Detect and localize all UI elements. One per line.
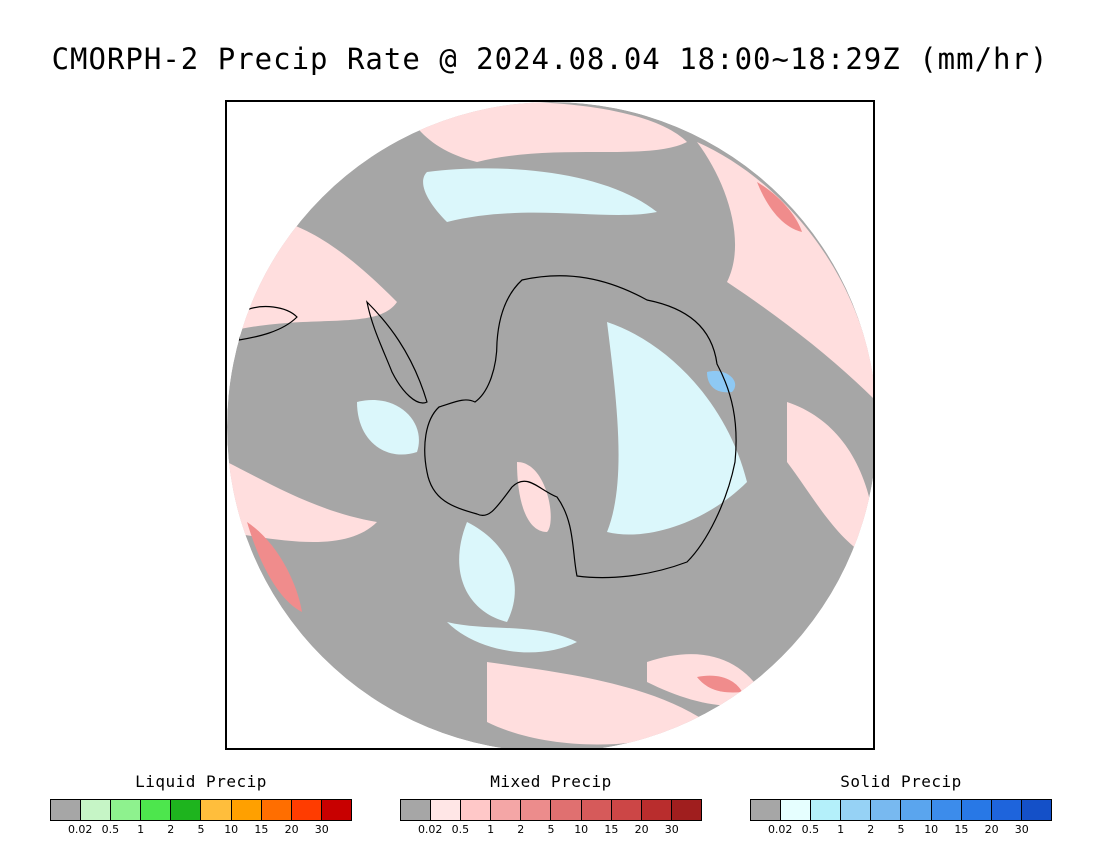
legend-tick-label: 0.02 xyxy=(767,823,793,836)
legend-tick-label: 2 xyxy=(517,823,525,836)
legend-title: Liquid Precip xyxy=(135,772,267,791)
legend-tick-label: 10 xyxy=(574,823,589,836)
legend-swatch xyxy=(811,800,842,820)
legend-tick-label: 0.02 xyxy=(417,823,443,836)
legend-swatch xyxy=(551,800,582,820)
legend-tick-label: 2 xyxy=(167,823,175,836)
legend-swatch xyxy=(201,800,232,820)
legend-tick-label: 1 xyxy=(487,823,495,836)
legend-tick-label: 30 xyxy=(1014,823,1029,836)
legend-swatch xyxy=(231,800,262,820)
legend-swatch xyxy=(261,800,292,820)
legend-swatch xyxy=(871,800,902,820)
south-america-tip-coastline xyxy=(238,305,298,341)
legend-tick-label: 30 xyxy=(664,823,679,836)
legend-swatch xyxy=(171,800,202,820)
legend-tick-label: 10 xyxy=(924,823,939,836)
legend-swatch xyxy=(51,800,82,820)
legend-swatch xyxy=(961,800,992,820)
legend-swatch xyxy=(461,800,492,820)
legend-tick-label: 0.5 xyxy=(101,823,120,836)
legend-title: Solid Precip xyxy=(840,772,962,791)
no-precip-background xyxy=(227,102,873,748)
legend-tick-label: 0.02 xyxy=(67,823,93,836)
solid-precip-area xyxy=(447,622,577,653)
legend-tick-label: 20 xyxy=(634,823,649,836)
legend-tick-label: 0.5 xyxy=(451,823,470,836)
mixed-precip-area xyxy=(517,462,551,532)
legend-swatch xyxy=(671,800,701,820)
legend-ticks: 0.02 0.5 1 2 5 10 15 20 30 xyxy=(50,821,352,837)
legend-swatch xyxy=(901,800,932,820)
precip-field xyxy=(227,102,873,748)
legend-swatch xyxy=(521,800,552,820)
legend-swatch xyxy=(401,800,432,820)
legend-swatch xyxy=(291,800,322,820)
solid-precip-area xyxy=(357,400,419,455)
legend-swatch xyxy=(581,800,612,820)
legend-swatch xyxy=(431,800,462,820)
mixed-precip-area xyxy=(697,142,873,402)
antarctic-peninsula-coastline xyxy=(366,300,428,404)
legend-swatch xyxy=(81,800,112,820)
solid-precip-area xyxy=(459,522,515,622)
legend-swatch xyxy=(111,800,142,820)
legend-swatch xyxy=(321,800,351,820)
legend-swatch xyxy=(841,800,872,820)
chart-title: CMORPH-2 Precip Rate @ 2024.08.04 18:00~… xyxy=(51,42,1049,76)
legend-tick-label: 20 xyxy=(984,823,999,836)
legend-colorbar xyxy=(400,799,702,821)
legend-tick-label: 20 xyxy=(284,823,299,836)
solid-precip-medium xyxy=(707,371,736,393)
legend-liquid: Liquid Precip 0.02 0.5 1 2 5 10 15 20 30 xyxy=(50,772,352,837)
mixed-precip-heavy xyxy=(757,182,802,232)
mixed-precip-area xyxy=(787,402,873,562)
legend-swatch xyxy=(641,800,672,820)
mixed-precip-area xyxy=(487,662,707,745)
legend-tick-label: 15 xyxy=(604,823,619,836)
legend-mixed: Mixed Precip 0.02 0.5 1 2 5 10 15 20 30 xyxy=(400,772,702,837)
solid-precip-area xyxy=(607,322,747,535)
legend-tick-label: 5 xyxy=(897,823,905,836)
solid-precip-area xyxy=(423,168,657,222)
legend-swatch xyxy=(491,800,522,820)
legend-tick-label: 5 xyxy=(197,823,205,836)
legend-tick-label: 5 xyxy=(547,823,555,836)
legend-swatch xyxy=(781,800,812,820)
mixed-precip-area xyxy=(407,102,687,162)
antarctica-coastline xyxy=(424,275,737,579)
legend-tick-label: 0.5 xyxy=(801,823,820,836)
legend-swatch xyxy=(611,800,642,820)
mixed-precip-heavy xyxy=(247,522,302,612)
legend-swatch xyxy=(931,800,962,820)
legend-tick-label: 1 xyxy=(137,823,145,836)
legend-tick-label: 30 xyxy=(314,823,329,836)
legend-tick-label: 1 xyxy=(837,823,845,836)
legend-title: Mixed Precip xyxy=(490,772,612,791)
legend-swatch xyxy=(991,800,1022,820)
legend-swatch xyxy=(141,800,172,820)
legend-ticks: 0.02 0.5 1 2 5 10 15 20 30 xyxy=(400,821,702,837)
precip-map xyxy=(227,102,873,748)
legend-swatch xyxy=(751,800,782,820)
legend-ticks: 0.02 0.5 1 2 5 10 15 20 30 xyxy=(750,821,1052,837)
legend-colorbar xyxy=(50,799,352,821)
legend-swatch xyxy=(1021,800,1051,820)
legend-colorbar xyxy=(750,799,1052,821)
mixed-precip-area xyxy=(227,462,377,542)
mixed-precip-heavy xyxy=(697,675,742,693)
legend-tick-label: 15 xyxy=(954,823,969,836)
polar-map-panel xyxy=(225,100,875,750)
legend-solid: Solid Precip 0.02 0.5 1 2 5 10 15 20 30 xyxy=(750,772,1052,837)
legend-tick-label: 10 xyxy=(224,823,239,836)
legend-tick-label: 15 xyxy=(254,823,269,836)
legend-tick-label: 2 xyxy=(867,823,875,836)
